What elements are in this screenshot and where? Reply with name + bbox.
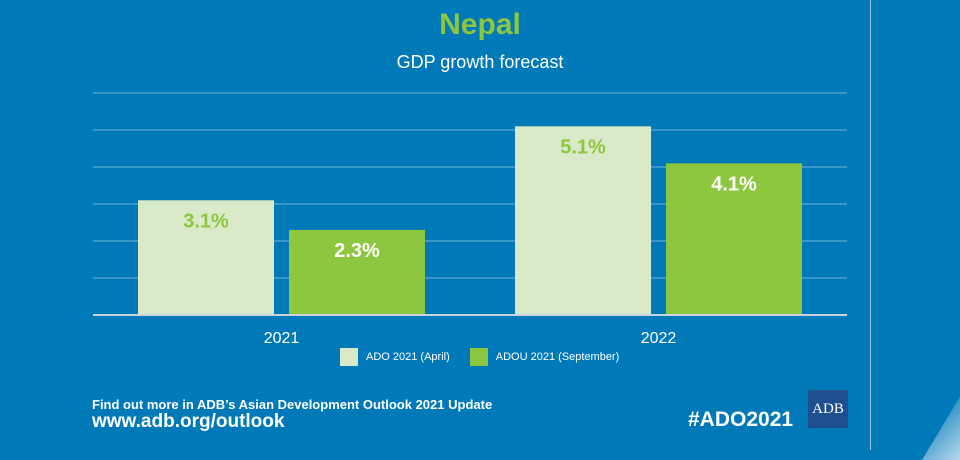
legend-swatch [469, 348, 488, 366]
legend: ADO 2021 (April) ADOU 2021 (September) [340, 348, 639, 366]
bar [289, 229, 425, 315]
bar [666, 163, 802, 315]
legend-item-ado: ADO 2021 (April) [340, 348, 450, 366]
data-label: 3.1% [183, 210, 229, 232]
bar [138, 200, 274, 315]
legend-item-adou: ADOU 2021 (September) [469, 348, 620, 366]
legend-label: ADO 2021 (April) [366, 351, 450, 363]
data-label: 4.1% [711, 173, 757, 195]
legend-swatch [340, 348, 358, 366]
data-label: 2.3% [334, 240, 380, 262]
bar-chart: 3.1% 2.3% 2021 5.1% 4.1% 2022 [93, 92, 847, 347]
chart-title: Nepal [439, 8, 521, 41]
outlook-link[interactable]: www.adb.org/outlook [92, 411, 285, 432]
hashtag: #ADO2021 [688, 408, 794, 431]
x-tick-label: 2021 [264, 330, 300, 347]
find-out-more-text: Find out more in ADB’s Asian Development… [92, 397, 493, 412]
chart-subtitle: GDP growth forecast [396, 52, 564, 72]
legend-label: ADOU 2021 (September) [495, 351, 620, 363]
adb-logo: ADB [808, 390, 848, 428]
x-tick-label: 2022 [641, 330, 677, 347]
data-label: 5.1% [560, 136, 606, 158]
edge-divider [870, 0, 871, 450]
bar [515, 126, 651, 315]
